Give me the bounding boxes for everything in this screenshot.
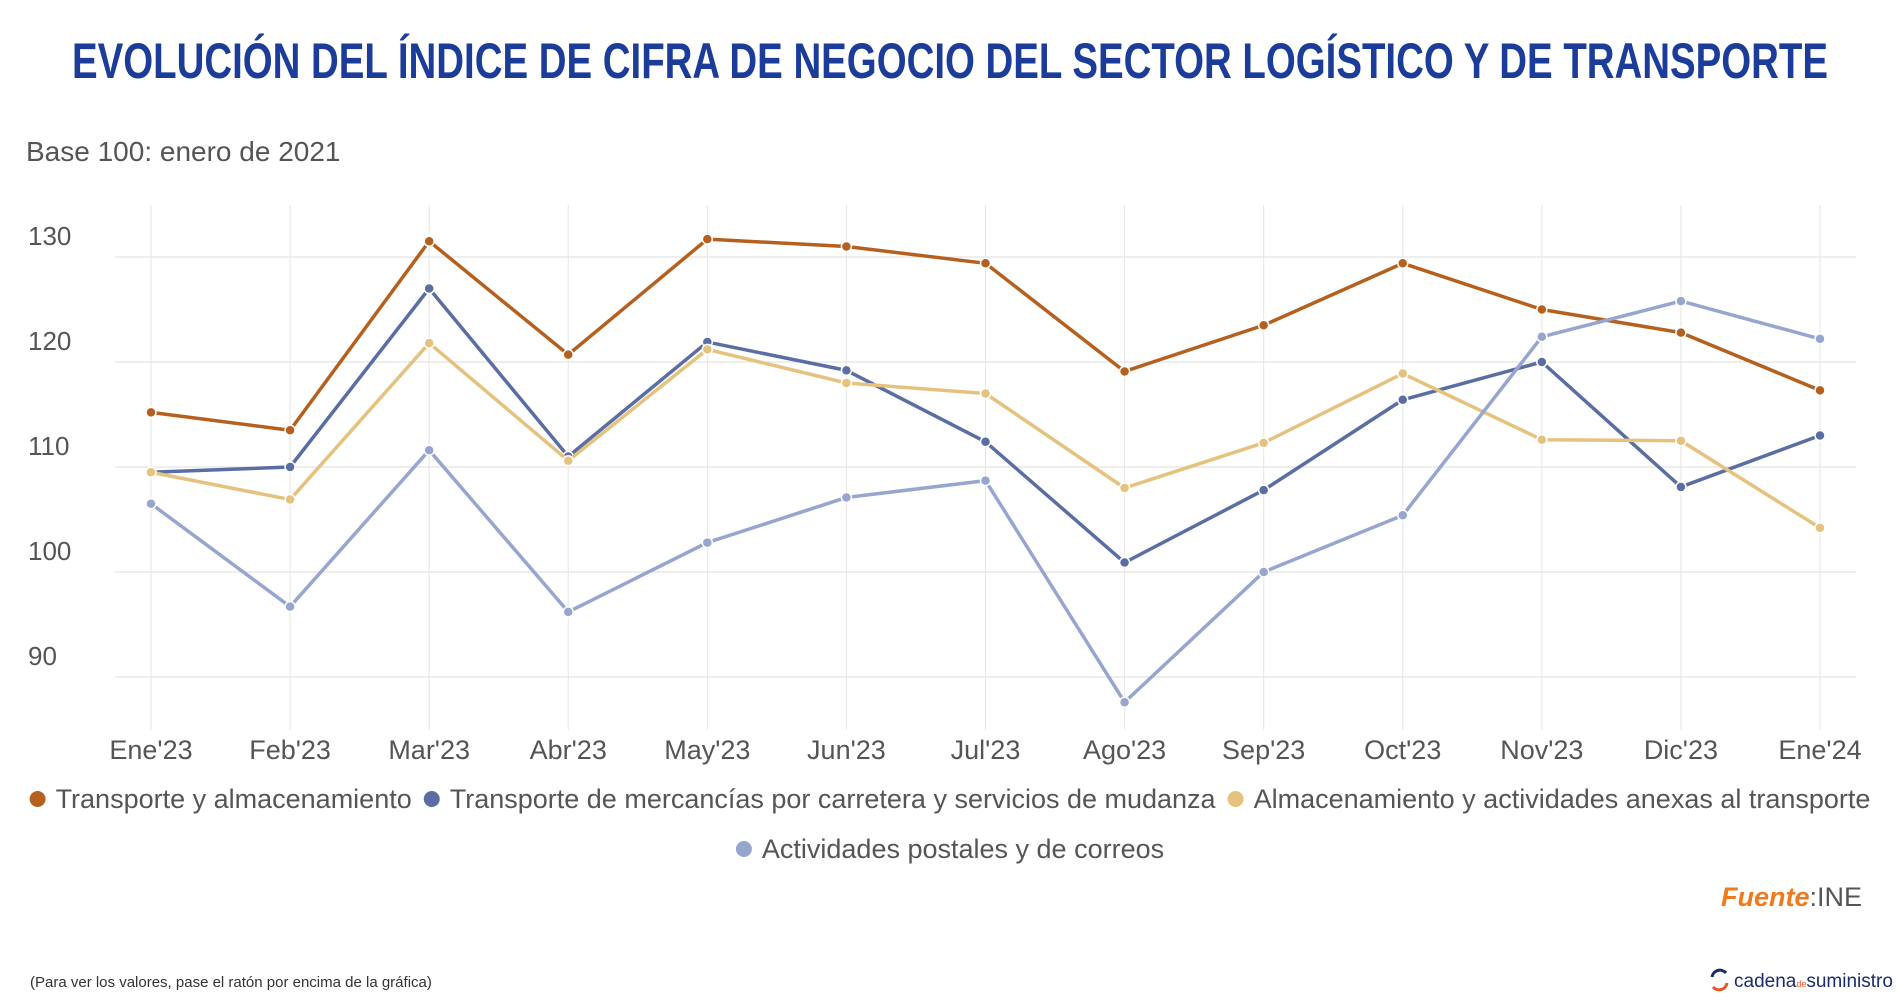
svg-text:cadenadesuministro: cadenadesuministro bbox=[1734, 971, 1893, 992]
x-tick-label: Abr'23 bbox=[530, 735, 607, 765]
x-tick-label: Feb'23 bbox=[249, 735, 331, 765]
y-tick-label: 90 bbox=[28, 641, 57, 671]
data-point bbox=[979, 474, 992, 487]
legend-marker bbox=[1227, 791, 1244, 807]
data-point bbox=[1536, 303, 1548, 316]
x-tick-label: Jun'23 bbox=[807, 735, 886, 765]
y-tick-label: 110 bbox=[28, 431, 69, 461]
legend-item[interactable]: Transporte de mercancías por carretera y… bbox=[423, 784, 1217, 814]
data-point bbox=[562, 454, 574, 467]
data-point bbox=[1814, 522, 1826, 534]
series-1 bbox=[145, 233, 1826, 436]
data-point bbox=[1257, 566, 1270, 578]
x-tick-label: Jul'23 bbox=[951, 735, 1021, 765]
data-point bbox=[423, 282, 435, 295]
data-point bbox=[145, 498, 157, 510]
data-point bbox=[840, 364, 853, 377]
data-point bbox=[1814, 333, 1826, 345]
data-point bbox=[701, 233, 714, 245]
legend-label: Almacenamiento y actividades anexas al t… bbox=[1254, 784, 1871, 814]
data-point bbox=[1536, 356, 1548, 368]
data-point bbox=[840, 377, 853, 389]
y-tick-label: 130 bbox=[28, 221, 71, 251]
x-tick-label: Oct'23 bbox=[1364, 735, 1441, 765]
x-tick-label: Ago'23 bbox=[1083, 735, 1166, 765]
data-point bbox=[562, 348, 574, 361]
series-4 bbox=[145, 295, 1826, 708]
x-tick-label: Ene'24 bbox=[1778, 735, 1861, 765]
legend-marker bbox=[29, 791, 46, 807]
legend-label: Transporte y almacenamiento bbox=[56, 784, 412, 814]
legend-item[interactable]: Almacenamiento y actividades anexas al t… bbox=[1227, 784, 1871, 814]
data-point bbox=[145, 406, 157, 419]
data-point bbox=[145, 466, 157, 478]
legend-marker bbox=[423, 791, 440, 807]
data-point bbox=[979, 436, 992, 448]
data-point bbox=[1397, 509, 1409, 522]
data-point bbox=[840, 240, 853, 253]
legend: Transporte y almacenamiento Transporte de… bbox=[29, 784, 1871, 864]
data-point bbox=[1118, 482, 1131, 494]
legend-label: Actividades postales y de correos bbox=[762, 834, 1164, 864]
data-point bbox=[284, 600, 296, 613]
y-tick-label: 100 bbox=[28, 536, 71, 566]
legend-item[interactable]: Transporte y almacenamiento bbox=[29, 784, 412, 814]
series-3 bbox=[145, 337, 1826, 534]
data-point bbox=[423, 337, 435, 349]
x-axis-ticks: Ene'23 Feb'23 Mar'23 Abr'23 May'23 Jun'23 Jul'… bbox=[109, 735, 1861, 765]
data-point bbox=[1397, 394, 1409, 406]
data-point bbox=[1118, 696, 1131, 708]
legend-label: Transporte de mercancías por carretera y… bbox=[450, 784, 1217, 814]
data-point bbox=[979, 257, 992, 270]
data-point bbox=[701, 536, 714, 549]
data-point bbox=[1536, 433, 1548, 446]
data-point bbox=[1257, 437, 1270, 449]
footnote: (Para ver los valores, pase el ratón por… bbox=[30, 974, 432, 991]
source-label: Fuente:INE bbox=[1721, 882, 1862, 912]
data-point bbox=[1675, 295, 1687, 307]
data-point bbox=[284, 493, 296, 506]
x-tick-label: Nov'23 bbox=[1500, 735, 1583, 765]
data-point bbox=[840, 491, 853, 504]
x-tick-label: May'23 bbox=[664, 735, 750, 765]
y-axis-ticks: 90 100 110 120 130 bbox=[28, 221, 71, 671]
data-point bbox=[423, 444, 435, 456]
data-point bbox=[1814, 429, 1826, 442]
data-point bbox=[1397, 257, 1409, 270]
data-point bbox=[1118, 365, 1131, 378]
x-tick-label: Mar'23 bbox=[388, 735, 470, 765]
x-tick-label: Dic'23 bbox=[1644, 735, 1718, 765]
y-tick-label: 120 bbox=[28, 326, 71, 356]
data-point bbox=[1814, 384, 1826, 397]
data-point bbox=[1675, 326, 1687, 339]
data-point bbox=[1536, 331, 1548, 343]
legend-marker bbox=[735, 841, 752, 857]
data-point bbox=[1675, 435, 1687, 447]
data-point bbox=[284, 424, 296, 436]
series-lines bbox=[145, 233, 1826, 708]
legend-item[interactable]: Actividades postales y de correos bbox=[735, 834, 1164, 864]
data-point bbox=[1675, 481, 1687, 493]
data-point bbox=[1257, 484, 1270, 496]
data-point bbox=[979, 387, 992, 400]
data-point bbox=[701, 343, 714, 356]
data-point bbox=[1257, 319, 1270, 331]
chart-subtitle: Base 100: enero de 2021 bbox=[26, 136, 340, 167]
chart-title: EVOLUCIÓN DEL ÍNDICE DE CIFRA DE NEGOCIO… bbox=[72, 33, 1828, 89]
data-point bbox=[1118, 556, 1131, 569]
data-point bbox=[562, 606, 574, 618]
svg-text:Fuente:INE: Fuente:INE bbox=[1721, 882, 1862, 912]
logo-arrows-icon bbox=[1710, 968, 1729, 992]
data-point bbox=[423, 235, 435, 247]
gridlines bbox=[115, 205, 1856, 730]
cadena-de-suministro-logo: cadenadesuministro bbox=[1710, 968, 1893, 992]
data-point bbox=[284, 461, 296, 473]
x-tick-label: Ene'23 bbox=[109, 735, 192, 765]
x-tick-label: Sep'23 bbox=[1222, 735, 1305, 765]
data-point bbox=[1397, 367, 1409, 380]
